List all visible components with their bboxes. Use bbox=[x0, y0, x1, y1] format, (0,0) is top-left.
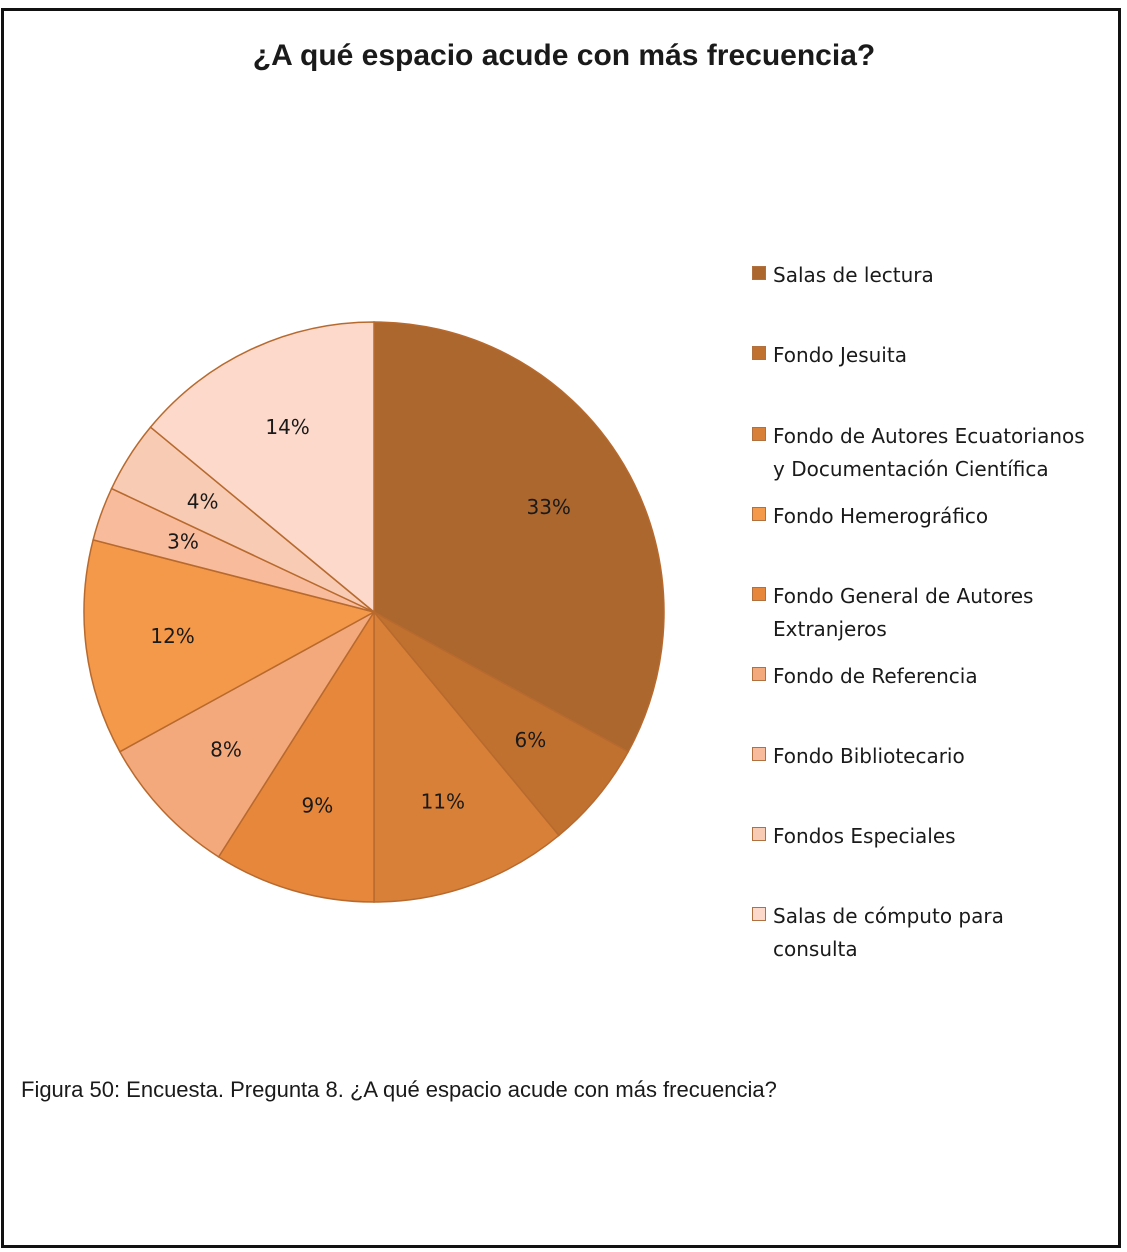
legend-label: Salas de lectura bbox=[773, 259, 1123, 292]
legend-label: Fondo General de Autores Extranjeros bbox=[773, 580, 1123, 646]
slice-label-fondo-hemerografico: 12% bbox=[150, 624, 194, 648]
pie-slice-salas-de-computo-para-consulta bbox=[149, 321, 375, 614]
legend-label: Fondo de Autores Ecuatorianos y Documenta… bbox=[773, 420, 1123, 486]
legend-label-line: Fondo General de Autores bbox=[773, 584, 1034, 608]
legend-swatch bbox=[752, 507, 766, 521]
legend-label: Fondo de Referencia bbox=[773, 660, 1123, 693]
slice-label-salas-de-computo-para-consulta: 14% bbox=[265, 415, 309, 439]
slice-label-fondo-de-autores-ecuatorianos-y-documentacion-cientifica: 11% bbox=[421, 790, 465, 814]
legend-label-line: Fondo de Referencia bbox=[773, 664, 978, 688]
chart-frame: ¿A qué espacio acude con más frecuencia?… bbox=[1, 8, 1121, 1248]
legend-label-line: consulta bbox=[773, 937, 858, 961]
legend-label-line: Salas de lectura bbox=[773, 263, 934, 287]
legend-label-line: Fondos Especiales bbox=[773, 824, 956, 848]
legend-swatch bbox=[752, 667, 766, 681]
legend-swatch bbox=[752, 827, 766, 841]
legend-swatch bbox=[752, 907, 766, 921]
slice-label-fondo-de-referencia: 8% bbox=[210, 738, 242, 762]
legend-label-line: Fondo de Autores Ecuatorianos bbox=[773, 424, 1085, 448]
legend-label-line: Fondo Hemerográfico bbox=[773, 504, 989, 528]
legend-label-line: Fondo Bibliotecario bbox=[773, 744, 965, 768]
pie-slice-fondo-general-de-autores-extranjeros bbox=[217, 609, 375, 903]
legend-label-line: Salas de cómputo para bbox=[773, 904, 1004, 928]
legend-label: Salas de cómputo para consulta bbox=[773, 900, 1123, 966]
legend-label-line: Fondo Jesuita bbox=[773, 343, 907, 367]
pie-chart: 33% 6% 11% 9% 8% 12% 3% 4% 14% bbox=[83, 321, 665, 903]
legend-label-line: Extranjeros bbox=[773, 617, 887, 641]
legend-swatch bbox=[752, 427, 766, 441]
legend-label: Fondo Jesuita bbox=[773, 339, 1123, 372]
slice-label-fondo-bibliotecario: 3% bbox=[167, 530, 199, 554]
legend-label: Fondo Hemerográfico bbox=[773, 500, 1123, 533]
legend-label: Fondos Especiales bbox=[773, 820, 1123, 853]
legend-swatch bbox=[752, 266, 766, 280]
pie-slice-fondo-hemerografico bbox=[83, 538, 377, 753]
legend-label-line: y Documentación Científica bbox=[773, 457, 1049, 481]
legend-swatch bbox=[752, 587, 766, 601]
figure-caption: Figura 50: Encuesta. Pregunta 8. ¿A qué … bbox=[21, 1077, 777, 1102]
slice-label-fondo-jesuita: 6% bbox=[515, 728, 547, 752]
legend-label: Fondo Bibliotecario bbox=[773, 740, 1123, 773]
pie-slice-fondo-de-referencia bbox=[118, 611, 375, 858]
pie-slice-fondo-de-autores-ecuatorianos-y-documentacion-cientifica bbox=[373, 609, 560, 903]
legend-swatch bbox=[752, 346, 766, 360]
slice-label-fondos-especiales: 4% bbox=[187, 490, 219, 514]
slice-label-salas-de-lectura: 33% bbox=[526, 495, 570, 519]
slice-label-fondo-general-de-autores-extranjeros: 9% bbox=[302, 793, 334, 817]
chart-title: ¿A qué espacio acude con más frecuencia? bbox=[252, 39, 876, 72]
pie-slice-salas-de-lectura bbox=[373, 321, 665, 753]
legend-swatch bbox=[752, 747, 766, 761]
